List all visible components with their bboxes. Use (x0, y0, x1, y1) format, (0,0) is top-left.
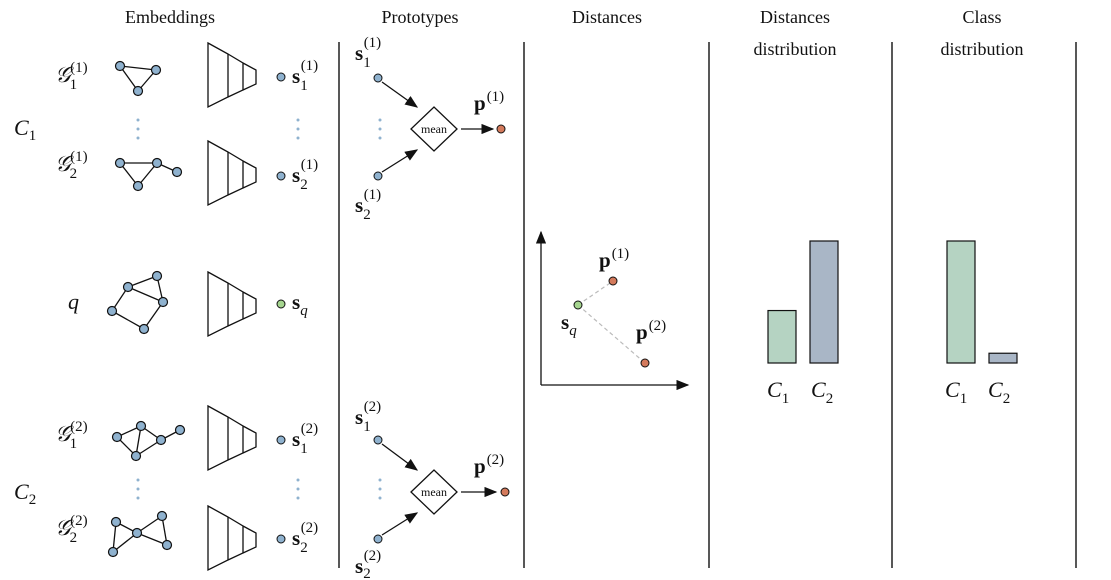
embedding-point (276, 435, 286, 445)
bar-label: C1 (767, 377, 789, 407)
embedding-label: s2(1) (292, 157, 318, 193)
encoder-icon (207, 404, 257, 472)
embedding-label: s1(1) (292, 58, 318, 94)
mean-label: mean (421, 485, 447, 499)
query-embedding-point (573, 300, 583, 310)
bar-label: C2 (988, 377, 1010, 407)
graph-g2-1 (114, 157, 183, 192)
embedding-point (276, 171, 286, 181)
prototype-point (500, 487, 510, 497)
prototype-label: p(1) (599, 246, 629, 272)
mean-node (410, 106, 458, 152)
prototype-point (640, 358, 650, 368)
bar (767, 309, 797, 364)
prototype-input-label: s2(1) (355, 187, 381, 223)
graph-label: 𝒢1(2) (55, 419, 88, 452)
arrow (381, 512, 419, 536)
class-label-c1: C1 (14, 115, 36, 144)
arrow (381, 81, 419, 108)
graph-label: 𝒢1(1) (55, 60, 88, 93)
prototype-label: p(2) (474, 452, 504, 478)
embedding-point (373, 534, 383, 544)
prototype-input-label: s1(2) (355, 399, 381, 435)
arrow (381, 443, 419, 471)
graph-g2-2 (107, 510, 173, 558)
encoder-icon (207, 41, 257, 109)
encoder-icon (207, 139, 257, 207)
prototype-label: p(1) (474, 89, 504, 115)
prototype-point (608, 276, 618, 286)
bar (809, 240, 839, 364)
header-distances: Distances (572, 7, 642, 27)
prototype-label: p(2) (636, 318, 666, 344)
bar-label: C1 (945, 377, 967, 407)
bar (988, 352, 1018, 364)
header-distances-distribution-1: Distances (760, 7, 830, 27)
query-embedding-label: sq (292, 290, 308, 319)
class-distribution-chart (946, 240, 1018, 364)
encoder-icon (207, 270, 257, 338)
prototype-point (496, 124, 506, 134)
embedding-label: s1(2) (292, 421, 318, 457)
query-embedding-point (276, 299, 286, 309)
class-label-c2: C2 (14, 479, 36, 508)
header-class-distribution-2: distribution (940, 39, 1023, 59)
encoder-icon (207, 504, 257, 572)
distance-distribution-chart (767, 240, 839, 364)
embedding-point (373, 171, 383, 181)
header-class-distribution-1: Class (962, 7, 1001, 27)
distance-plot (535, 230, 690, 391)
embedding-point (373, 435, 383, 445)
header-embeddings: Embeddings (125, 7, 215, 27)
graph-g1-1 (114, 60, 162, 97)
graph-label: 𝒢2(2) (55, 513, 88, 546)
graph-g1-2 (111, 420, 186, 462)
embedding-point (276, 534, 286, 544)
query-label: q (68, 289, 79, 314)
embedding-point (276, 72, 286, 82)
header-distances-distribution-2: distribution (753, 39, 836, 59)
bar-label: C2 (811, 377, 833, 407)
mean-label: mean (421, 122, 447, 136)
prototype-input-label: s2(2) (355, 548, 381, 580)
mean-node (410, 469, 458, 515)
embedding-point (373, 73, 383, 83)
prototype-input-label: s1(1) (355, 35, 381, 71)
embedding-label: s2(2) (292, 520, 318, 556)
vertical-ellipsis (136, 118, 382, 500)
bar (946, 240, 976, 364)
graph-label: 𝒢2(1) (55, 149, 88, 182)
arrow (381, 149, 419, 173)
header-prototypes: Prototypes (381, 7, 458, 27)
query-embedding-label: sq (561, 310, 577, 339)
graph-query (106, 270, 169, 335)
